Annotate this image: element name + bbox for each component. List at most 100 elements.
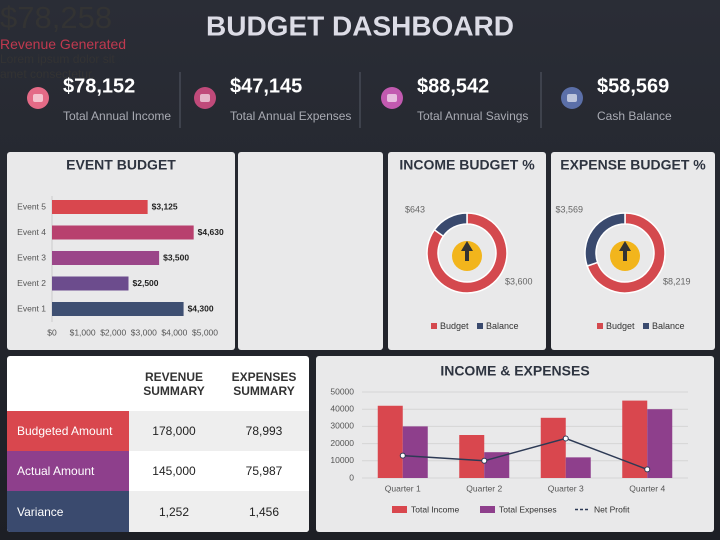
legend-swatch [477,323,483,329]
category-label: Event 3 [17,252,46,262]
kpi-icon-detail [567,94,577,102]
value-label: $3,500 [163,252,189,262]
x-tick-label: $0 [47,327,57,337]
column-header: REVENUE SUMMARY [143,369,205,398]
kpi-label: Cash Balance [597,109,672,123]
row-label: Variance [7,491,129,532]
kpi-icon-detail [33,94,43,102]
kpi-value: $88,542 [417,75,489,97]
dashboard-title: BUDGET DASHBOARD [206,10,514,41]
value-label: $4,300 [188,303,214,313]
kpi-value: $47,145 [230,75,302,97]
bar [377,405,403,478]
legend-label: Budget [440,321,469,331]
value-label: $8,219 [663,276,691,286]
bar [402,426,428,478]
y-tick-label: 30000 [330,421,354,431]
bar [52,302,184,316]
bar [52,225,194,240]
legend-swatch [431,323,437,329]
donut-segment [433,212,468,238]
y-tick-label: 10000 [330,455,354,465]
chart-title: INCOME & EXPENSES [440,363,589,379]
bar [52,200,148,214]
bar [52,276,129,291]
kpi-icon-detail [387,94,397,102]
x-tick-label: Quarter 4 [629,483,665,493]
donut-segment [426,212,508,294]
row-label: Budgeted Amount [7,411,129,451]
summary-table: REVENUE SUMMARY EXPENSES SUMMARY Budgeted … [7,356,309,532]
kpi-label: Total Annual Savings [417,109,528,123]
line-point [644,466,651,473]
row-label: Actual Amount [7,451,129,491]
table-cell: 1,252 [129,491,219,532]
revenue-text: Lorem ipsum dolor sit amet consectetur. [0,52,115,81]
kpi-label: Total Annual Income [63,109,171,123]
category-label: Event 1 [17,303,46,313]
donut-segment [584,212,626,267]
corner-cell [7,356,129,411]
legend-label: Total Income [411,504,459,514]
x-tick-label: $3,000 [131,327,157,337]
kpi-label: Total Annual Expenses [230,109,351,123]
y-tick-label: 20000 [330,438,354,448]
y-tick-label: 40000 [330,403,354,413]
center-icon-arrow [619,241,631,261]
legend-label: Balance [652,321,685,331]
donut-segment [586,212,666,294]
value-label: $643 [405,204,425,214]
bar [565,457,591,478]
chart-title: EXPENSE BUDGET % [560,157,706,173]
legend-swatch [392,506,407,513]
legend-label: Balance [486,321,519,331]
x-tick-label: $4,000 [161,327,187,337]
table-cell: 1,456 [219,491,309,532]
x-tick-label: $1,000 [70,327,96,337]
line-point [481,457,488,464]
table-cell: 145,000 [129,451,219,491]
value-label: $2,500 [133,278,159,288]
x-tick-label: Quarter 3 [548,483,584,493]
y-tick-label: 50000 [330,386,354,396]
legend-label: Net Profit [594,504,630,514]
chart-title: EVENT BUDGET [66,157,176,173]
category-label: Event 5 [17,201,46,211]
center-icon-arrow [461,241,473,261]
value-label: $3,569 [555,204,583,214]
category-label: Event 4 [17,227,46,237]
table-cell: 78,993 [219,411,309,451]
category-label: Event 2 [17,278,46,288]
chart-title: INCOME BUDGET % [399,157,535,173]
bar [647,409,673,478]
legend-label: Total Expenses [499,504,557,514]
kpi-value: $58,569 [597,75,669,97]
bar [459,435,485,478]
bar [622,400,648,478]
bar [540,417,566,478]
x-tick-label: $2,000 [100,327,126,337]
legend-swatch [597,323,603,329]
bar [484,452,510,478]
line [402,437,648,471]
table-cell: 178,000 [129,411,219,451]
x-tick-label: Quarter 2 [466,483,502,493]
value-label: $3,600 [505,276,533,286]
y-tick-label: 0 [349,472,354,482]
line-point [562,435,569,442]
legend-label: Budget [606,321,635,331]
x-tick-label: $5,000 [192,327,218,337]
column-header: EXPENSES SUMMARY [231,369,297,398]
table-cell: 75,987 [219,451,309,491]
dividers [179,72,542,128]
bar [52,251,160,265]
revenue-label: Revenue Generated [0,36,127,52]
kpi-value: $78,152 [63,75,135,97]
legend-swatch [643,323,649,329]
revenue-value: $78,258 [0,0,113,35]
value-label: $3,125 [152,201,178,211]
kpi-icon-detail [200,94,210,102]
x-tick-label: Quarter 1 [385,483,421,493]
